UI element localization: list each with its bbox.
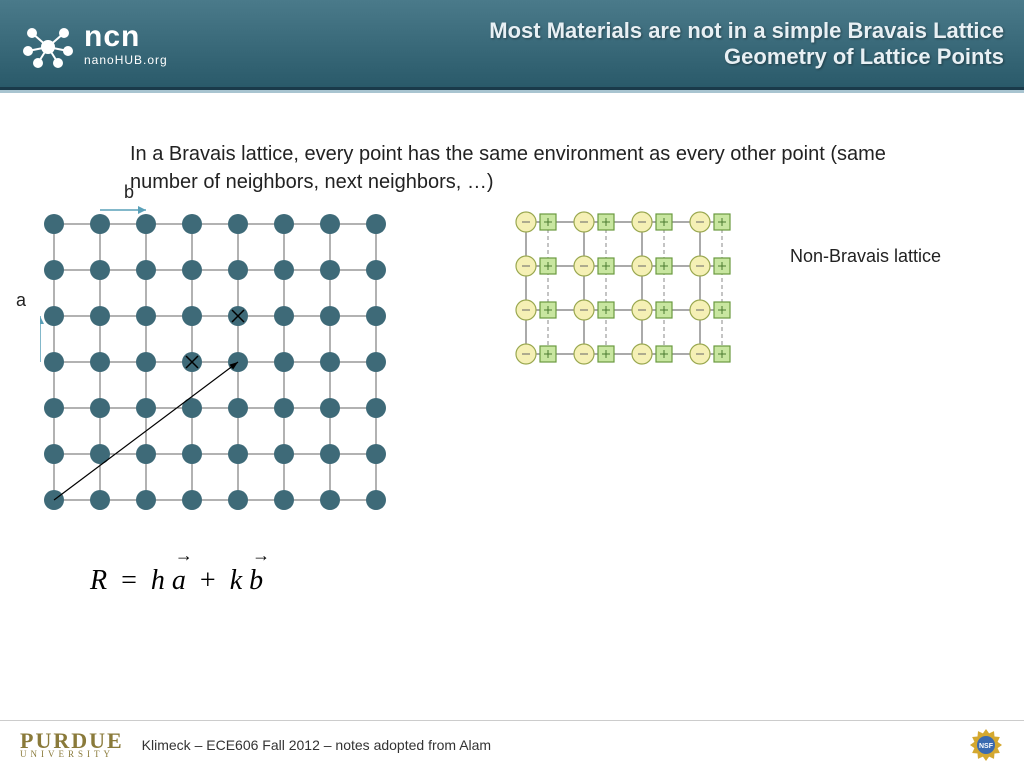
- formula-eq: =: [121, 565, 137, 596]
- diagram-row: b a R = h a + k b Non-Bravais lattice: [40, 206, 984, 597]
- formula-R: R: [90, 565, 107, 596]
- formula-vec-b: b: [249, 559, 263, 597]
- formula-plus: +: [200, 565, 216, 596]
- bravais-lattice-svg: [40, 206, 420, 536]
- ncn-network-icon: [20, 19, 76, 69]
- slide-title-line2: Geometry of Lattice Points: [489, 44, 1004, 70]
- nsf-logo-icon: NSF: [968, 727, 1004, 763]
- vector-label-b: b: [124, 182, 134, 203]
- slide-title-block: Most Materials are not in a simple Brava…: [489, 18, 1004, 70]
- vector-label-a: a: [16, 290, 26, 311]
- bravais-lattice-diagram: b a R = h a + k b: [40, 206, 420, 597]
- non-bravais-lattice-svg: [510, 206, 770, 396]
- nanohub-logo: ncn nanoHUB.org: [20, 19, 168, 69]
- purdue-logo: PURDUE UNIVERSITY: [20, 731, 124, 759]
- formula-vec-a: a: [172, 559, 186, 597]
- intro-text: In a Bravais lattice, every point has th…: [130, 140, 924, 196]
- formula-k: k: [230, 565, 242, 596]
- svg-text:NSF: NSF: [979, 743, 994, 750]
- slide-title-line1: Most Materials are not in a simple Brava…: [489, 18, 1004, 44]
- logo-text-ncn: ncn: [84, 22, 168, 52]
- slide-header: ncn nanoHUB.org Most Materials are not i…: [0, 0, 1024, 90]
- non-bravais-label: Non-Bravais lattice: [790, 246, 941, 267]
- non-bravais-block: Non-Bravais lattice: [510, 206, 941, 396]
- lattice-formula: R = h a + k b: [90, 559, 420, 597]
- purdue-logo-big: PURDUE: [20, 731, 124, 751]
- slide-footer: PURDUE UNIVERSITY Klimeck – ECE606 Fall …: [0, 720, 1024, 768]
- logo-text-hub: nanoHUB.org: [84, 54, 168, 66]
- slide-content: In a Bravais lattice, every point has th…: [0, 90, 1024, 597]
- footer-text: Klimeck – ECE606 Fall 2012 – notes adopt…: [142, 737, 491, 753]
- formula-h: h: [151, 565, 165, 596]
- purdue-logo-small: UNIVERSITY: [20, 750, 124, 758]
